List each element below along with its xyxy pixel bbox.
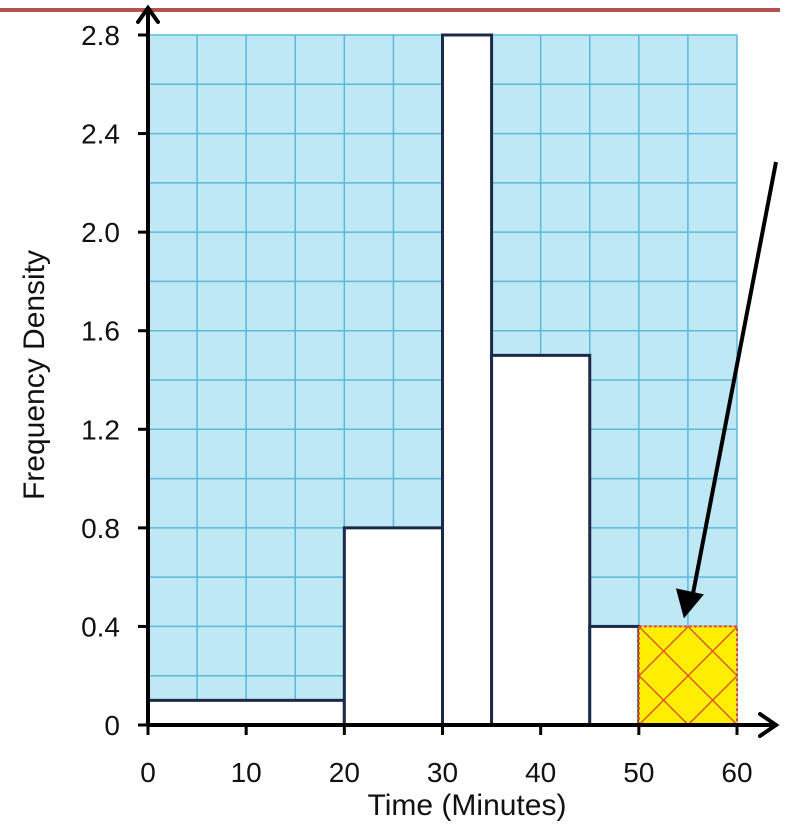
- x-tick-label: 50: [623, 757, 654, 788]
- y-tick-label: 0.4: [81, 611, 120, 642]
- histogram-bar: [492, 355, 590, 725]
- x-tick-label: 0: [140, 757, 156, 788]
- hatch-line: [786, 626, 792, 725]
- hatch-line: [737, 626, 792, 725]
- y-tick-label: 2.0: [81, 217, 120, 248]
- x-tick-label: 10: [231, 757, 262, 788]
- y-tick-label: 0.8: [81, 513, 120, 544]
- x-axis-title: Time (Minutes): [368, 789, 567, 822]
- y-axis-title: Frequency Density: [18, 250, 51, 500]
- hatch-line: [786, 626, 792, 725]
- y-tick-label: 1.6: [81, 316, 120, 347]
- x-tick-label: 60: [721, 757, 752, 788]
- x-tick-label: 30: [427, 757, 458, 788]
- histogram-bar: [148, 700, 344, 725]
- x-tick-label: 20: [329, 757, 360, 788]
- hatch-line: [737, 626, 792, 725]
- histogram-bar: [344, 528, 442, 725]
- histogram-bar: [590, 626, 639, 725]
- y-tick-label: 2.8: [81, 20, 120, 51]
- x-tick-label: 40: [525, 757, 556, 788]
- y-tick-label: 0: [104, 710, 120, 741]
- y-tick-label: 1.2: [81, 414, 120, 445]
- y-tick-label: 2.4: [81, 119, 120, 150]
- histogram-bar: [443, 35, 492, 725]
